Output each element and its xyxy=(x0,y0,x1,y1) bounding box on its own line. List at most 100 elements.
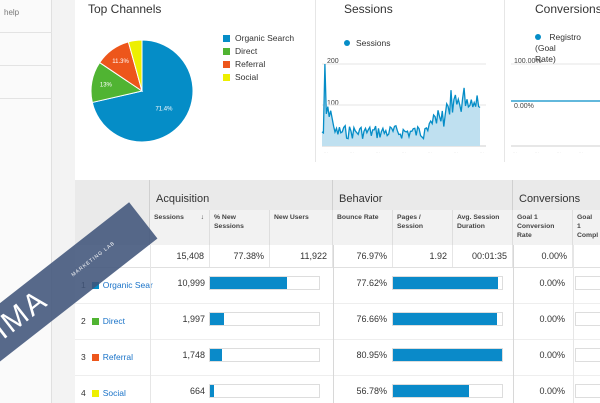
sessions-area xyxy=(322,64,480,146)
x-tick: ·· · xyxy=(535,150,539,154)
new-sessions-bar xyxy=(209,348,320,362)
total-sessions: 15,408 xyxy=(150,245,210,267)
sessions-line-chart[interactable]: ·· · ·· · ·· · ·· · ·· · ·· · ·· · xyxy=(316,55,486,155)
table-row[interactable]: 2 Direct 1,997 76.66% 0.00% xyxy=(75,304,600,340)
col-label: Avg. Session Duration xyxy=(457,214,500,230)
goal1-completions-bar xyxy=(575,384,600,398)
col-divider xyxy=(513,245,514,403)
sessions-title: Sessions xyxy=(344,2,393,16)
legend-direct[interactable]: Direct xyxy=(223,46,257,56)
group-label: Conversions xyxy=(519,193,581,205)
social-swatch xyxy=(223,73,230,81)
table-divider xyxy=(75,267,600,268)
ytick-label: 100.00% xyxy=(514,58,542,65)
conversions-legend-label: Registro (Goal xyxy=(535,32,582,53)
sessions-line xyxy=(321,63,481,141)
channel-swatch xyxy=(91,389,99,397)
row-goal1-rate: 0.00% xyxy=(539,350,565,360)
sidebar-divider xyxy=(0,65,52,66)
x-tick: ·· · xyxy=(402,150,406,154)
total-bounce-rate: 76.97% xyxy=(333,245,393,267)
new-sessions-bar xyxy=(209,276,320,290)
x-tick: ·· · xyxy=(428,150,432,154)
ytick-label: 0.00% xyxy=(514,103,534,110)
conversions-title: Conversions xyxy=(535,2,600,16)
conversions-line-chart[interactable]: ·· · ·· · ·· · ·· · xyxy=(505,55,600,155)
total-new-users: 11,922 xyxy=(270,245,333,267)
sessions-legend[interactable]: Sessions xyxy=(344,38,391,48)
col-avg-duration[interactable]: Avg. Session Duration xyxy=(453,210,513,245)
col-pages-session[interactable]: Pages / Session xyxy=(393,210,453,245)
top-channels-pie[interactable]: 71.4% 13% 11.3% xyxy=(87,36,197,146)
legend-label: Organic Search xyxy=(235,33,295,43)
legend-label: Direct xyxy=(235,46,258,56)
col-goal1-rate[interactable]: Goal 1 Conversion Rate xyxy=(513,210,573,245)
col-new-sessions[interactable]: % New Sessions xyxy=(210,210,270,245)
channel-swatch xyxy=(91,353,99,361)
pie-slice-label: 13% xyxy=(100,82,113,88)
col-divider xyxy=(333,245,334,403)
goal1-completions-bar xyxy=(575,348,600,362)
channel-link[interactable]: Direct xyxy=(102,316,125,326)
row-bounce-rate: 56.78% xyxy=(356,386,387,396)
legend-social[interactable]: Social xyxy=(223,72,258,82)
bounce-bar xyxy=(392,384,503,398)
bar-fill xyxy=(393,385,470,397)
col-label: New Users xyxy=(274,214,309,221)
behavior-group-header: Behavior xyxy=(333,180,513,210)
x-tick: ·· · xyxy=(480,150,484,154)
watermark-subtext: MARKETING LAB xyxy=(70,240,117,279)
goal1-completions-bar xyxy=(575,312,600,326)
group-label: Behavior xyxy=(339,193,383,205)
x-ticks: ·· · ·· · ·· · ·· · xyxy=(513,150,583,154)
col-label: Bounce Rate xyxy=(337,214,379,221)
channel-link[interactable]: Organic Sear xyxy=(102,280,153,290)
channel-link[interactable]: Social xyxy=(102,388,126,398)
conversions-group-header: Conversions xyxy=(513,180,600,210)
row-number: 2 xyxy=(81,316,86,326)
conversions-legend[interactable]: Registro (Goal Rate) xyxy=(535,32,600,65)
bar-fill xyxy=(210,349,222,361)
legend-label: Referral xyxy=(235,59,266,69)
table-row[interactable]: 4 Social 664 56.78% 0.00% xyxy=(75,376,600,403)
table-row[interactable]: 3 Referral 1,748 80.95% 0.00% xyxy=(75,340,600,376)
bar-fill xyxy=(393,349,502,361)
row-goal1-rate: 0.00% xyxy=(539,386,565,396)
top-channels-card: Top Channels 71.4% 13% 11.3% Organic Searc… xyxy=(75,0,315,162)
new-sessions-bar xyxy=(209,312,320,326)
row-channel[interactable]: 2 Direct xyxy=(81,314,125,328)
channel-link[interactable]: Referral xyxy=(102,352,133,362)
col-label: Sessions xyxy=(154,214,184,221)
sidebar-divider xyxy=(0,32,52,33)
help-link[interactable]: help xyxy=(4,8,20,17)
x-tick: ·· · xyxy=(513,150,517,154)
referral-swatch xyxy=(223,60,230,68)
card-divider xyxy=(504,0,505,162)
channel-swatch xyxy=(91,317,99,325)
row-channel[interactable]: 3 Referral xyxy=(81,350,133,364)
sessions-legend-label: Sessions xyxy=(356,38,391,48)
col-bounce-rate[interactable]: Bounce Rate xyxy=(333,210,393,245)
row-channel[interactable]: 4 Social xyxy=(81,386,126,400)
x-tick: ·· · xyxy=(454,150,458,154)
ytick-label: 100 xyxy=(327,100,339,107)
sort-down-icon[interactable]: ↓ xyxy=(200,214,204,221)
legend-referral[interactable]: Referral xyxy=(223,59,265,69)
x-tick: ·· · xyxy=(350,150,354,154)
dashboard-main: Top Channels 71.4% 13% 11.3% Organic Searc… xyxy=(75,0,600,403)
col-label: Goal 1 Conversion Rate xyxy=(517,214,555,239)
col-goal1-completions[interactable]: Goal 1 Compl xyxy=(573,210,600,245)
conversions-dot-icon xyxy=(535,34,541,40)
col-new-users[interactable]: New Users xyxy=(270,210,333,245)
col-label: Goal 1 Compl xyxy=(577,214,599,239)
pie-slice-label: 11.3% xyxy=(112,59,129,65)
bar-fill xyxy=(210,385,215,397)
row-number: 3 xyxy=(81,352,86,362)
goal1-completions-bar xyxy=(575,276,600,290)
col-sessions[interactable]: Sessions ↓ xyxy=(150,210,210,245)
x-ticks: ·· · ·· · ·· · ·· · ·· · ·· · ·· · xyxy=(324,150,484,154)
sessions-dot-icon xyxy=(344,40,350,46)
pie-slice[interactable] xyxy=(127,39,143,92)
legend-organic-search[interactable]: Organic Search xyxy=(223,33,294,43)
